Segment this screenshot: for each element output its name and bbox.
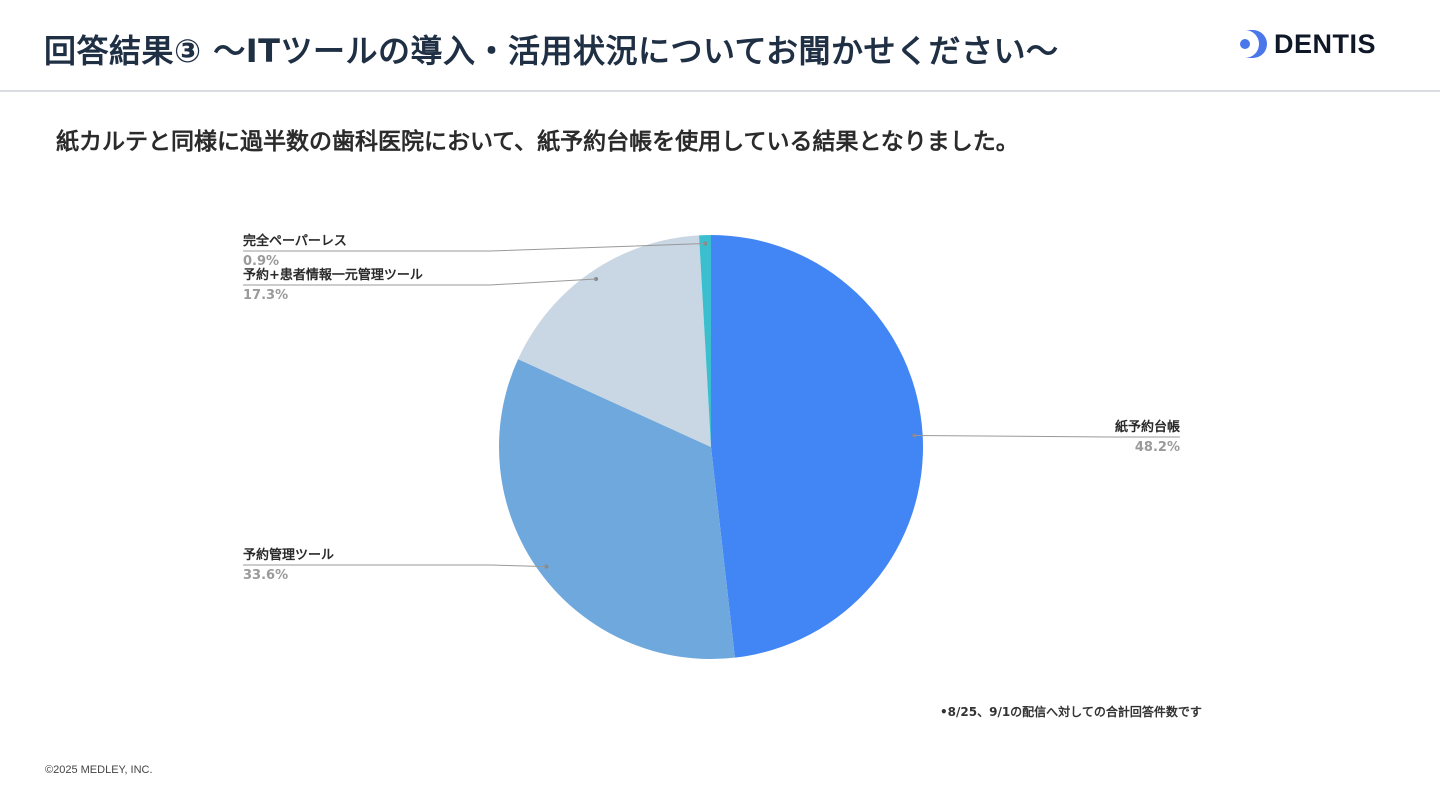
leader-line-3	[243, 278, 597, 286]
leader-line-2	[243, 564, 547, 568]
dentis-logo-icon	[1240, 30, 1267, 58]
header-divider	[0, 90, 1440, 92]
slice-label-4: 完全ペーパーレス	[243, 233, 347, 249]
slice-label-1: 紙予約台帳	[1115, 419, 1180, 435]
slice-label-3: 予約+患者情報一元管理ツール	[243, 267, 423, 283]
pie-slice-2	[499, 359, 735, 659]
slice-value-label-2: 33.6%	[243, 568, 288, 583]
pie-slice-1	[711, 235, 923, 658]
slice-labels: 紙予約台帳 48.2% 予約管理ツール 33.6% 予約+患者情報一元管理ツール 17.3…	[243, 233, 1180, 583]
pie-slices	[499, 235, 923, 659]
slide-subtitle: 紙カルテと同様に過半数の歯科医院において、紙予約台帳を使用している結果となりまし…	[56, 129, 1019, 155]
slice-value-label-1: 48.2%	[1135, 440, 1180, 455]
slice-value-label-3: 17.3%	[243, 288, 288, 303]
pie-slice-3	[518, 235, 711, 447]
page-title: 回答結果③ 〜ITツールの導入・活用状況についてお聞かせください〜	[44, 32, 1059, 70]
leader-line-1	[914, 434, 1180, 438]
slice-label-2: 予約管理ツール	[243, 547, 334, 563]
copyright: ©2025 MEDLEY, INC.	[45, 764, 153, 776]
leader-line-4	[243, 243, 706, 252]
logo-text: DENTIS	[1274, 28, 1377, 59]
pie-slice-4	[699, 235, 711, 447]
dentis-logo: DENTIS	[1236, 26, 1406, 62]
footnote: •8/25、9/1の配信へ対しての合計回答件数です	[940, 705, 1202, 719]
slice-value-label-4: 0.9%	[243, 254, 279, 269]
leader-lines	[243, 241, 1180, 569]
